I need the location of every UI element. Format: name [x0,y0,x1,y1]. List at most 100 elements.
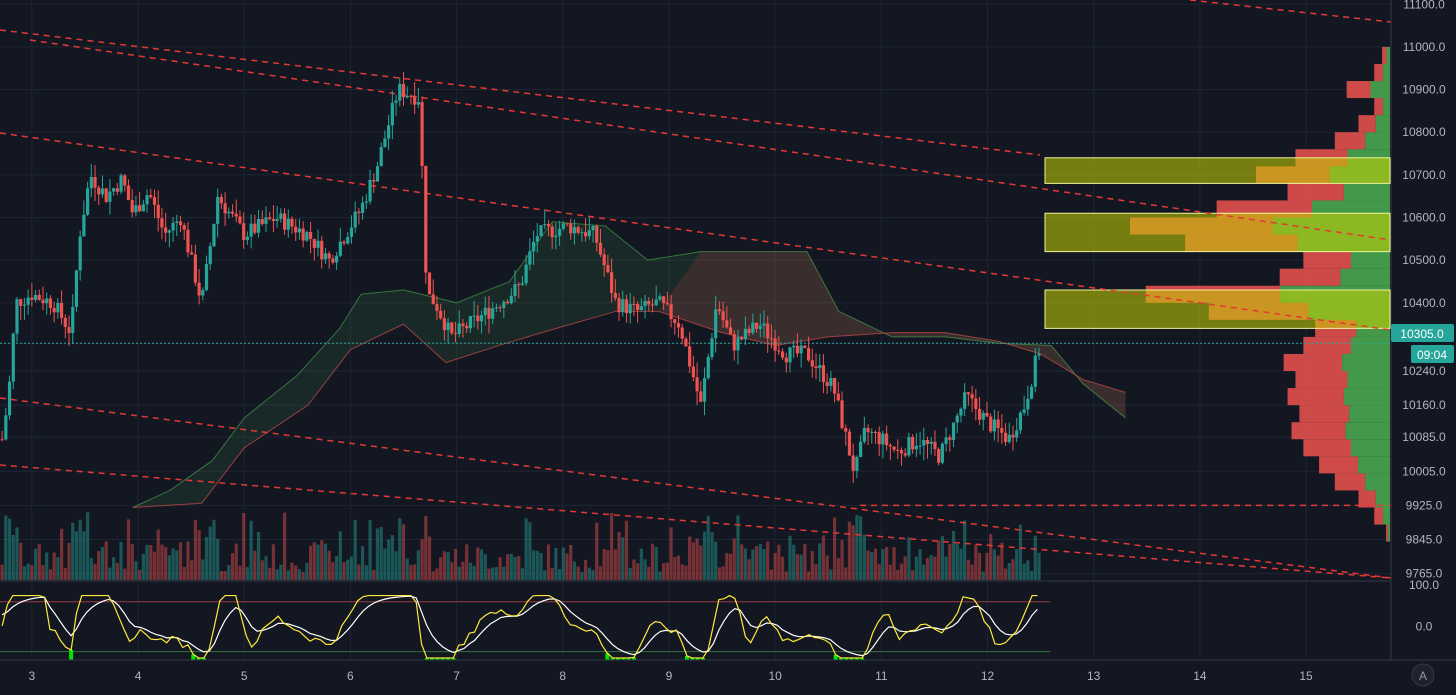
volume-bar [297,569,302,580]
candle-body [691,366,695,378]
candle-body [424,165,428,273]
candle-body [684,338,688,347]
candle-body [862,428,866,442]
osc-histogram-bar [440,657,445,660]
volume-bar [699,545,703,580]
volume-bar [156,529,160,580]
candle-body [494,307,499,309]
candle-body [509,295,513,304]
candle-body [409,95,413,97]
volume-bar [773,552,777,580]
volume-bar [662,563,666,580]
volume-bar [862,534,866,580]
volume-bar [197,530,201,580]
osc-tick-label: 0.0 [1416,620,1433,634]
volume-bar [873,548,878,580]
volume-bar [227,565,231,580]
volume-bar [736,515,740,580]
candle-body [327,253,331,259]
candle-body [167,230,171,233]
volume-bar [294,565,298,580]
candle-body [416,102,420,105]
candle-body [468,316,472,329]
volume-bar [784,571,788,580]
volume-bar [591,569,595,580]
volume-bar [1033,535,1037,580]
osc-histogram-bar [610,657,615,660]
time-tick-label: 7 [453,669,460,683]
volume-bar [505,554,510,580]
oscillator-pane [0,580,1391,660]
volume-bar [264,556,268,580]
volume-bar [427,536,432,580]
candle-body [305,231,309,241]
candle-body [948,437,952,440]
volume-bar [115,563,119,580]
volume-bar [138,569,142,580]
candle-body [0,439,4,441]
candle-body [740,337,744,340]
osc-histogram-bar [849,657,854,660]
candle-body [636,303,640,310]
volume-bar [569,544,573,580]
candle-body [130,199,134,213]
candle-body [271,219,276,222]
time-tick-label: 6 [347,669,354,683]
volume-bar [268,567,272,580]
volume-bar [439,557,443,580]
candle-body [1037,353,1041,356]
volume-bar [364,565,368,580]
candle-body [1007,434,1011,443]
volume-bar [342,562,346,580]
candle-body [379,147,383,167]
volume-bar [859,516,863,580]
candle-body [814,366,818,369]
volume-bar [123,568,127,580]
candle-body [498,307,502,309]
profile-sell-bar [1319,456,1359,474]
candle-body [803,345,807,349]
candle-body [33,294,38,300]
auto-scale-button[interactable] [1411,663,1435,687]
volume-bar [632,559,636,580]
volume-bar [989,533,993,580]
profile-buy-bar [1349,405,1390,423]
volume-bar [468,562,472,580]
candle-body [11,333,15,382]
volume-bar [15,527,19,580]
candle-body [182,225,186,230]
volume-bars [0,512,1041,580]
volume-bar [940,535,944,580]
volume-bar [290,562,294,580]
candle-body [401,83,406,98]
volume-bar [1026,560,1030,580]
profile-sell-bar [1358,115,1376,133]
volume-bar [777,544,781,580]
candle-body [569,223,573,234]
volume-bar [152,551,157,580]
time-tick-label: 5 [241,669,248,683]
candle-body [539,225,543,237]
volume-bar [104,541,108,580]
volume-bar [357,564,361,580]
volume-bar [71,522,75,580]
candle-body [940,443,944,463]
volume-bar [33,548,38,580]
candle-body [446,322,450,331]
osc-histogram-bar [685,655,690,660]
volume-bar [479,549,484,580]
volume-bar [617,531,621,580]
volume-bar [836,558,840,580]
candle-body [885,433,889,446]
candle-body [100,188,105,195]
candle-body [491,308,495,319]
volume-bar [82,531,86,580]
candle-body [688,346,692,367]
volume-bar [814,564,818,580]
candle-body [297,228,302,233]
volume-bar [914,556,918,580]
candle-body [338,241,342,256]
candle-body [870,431,874,433]
